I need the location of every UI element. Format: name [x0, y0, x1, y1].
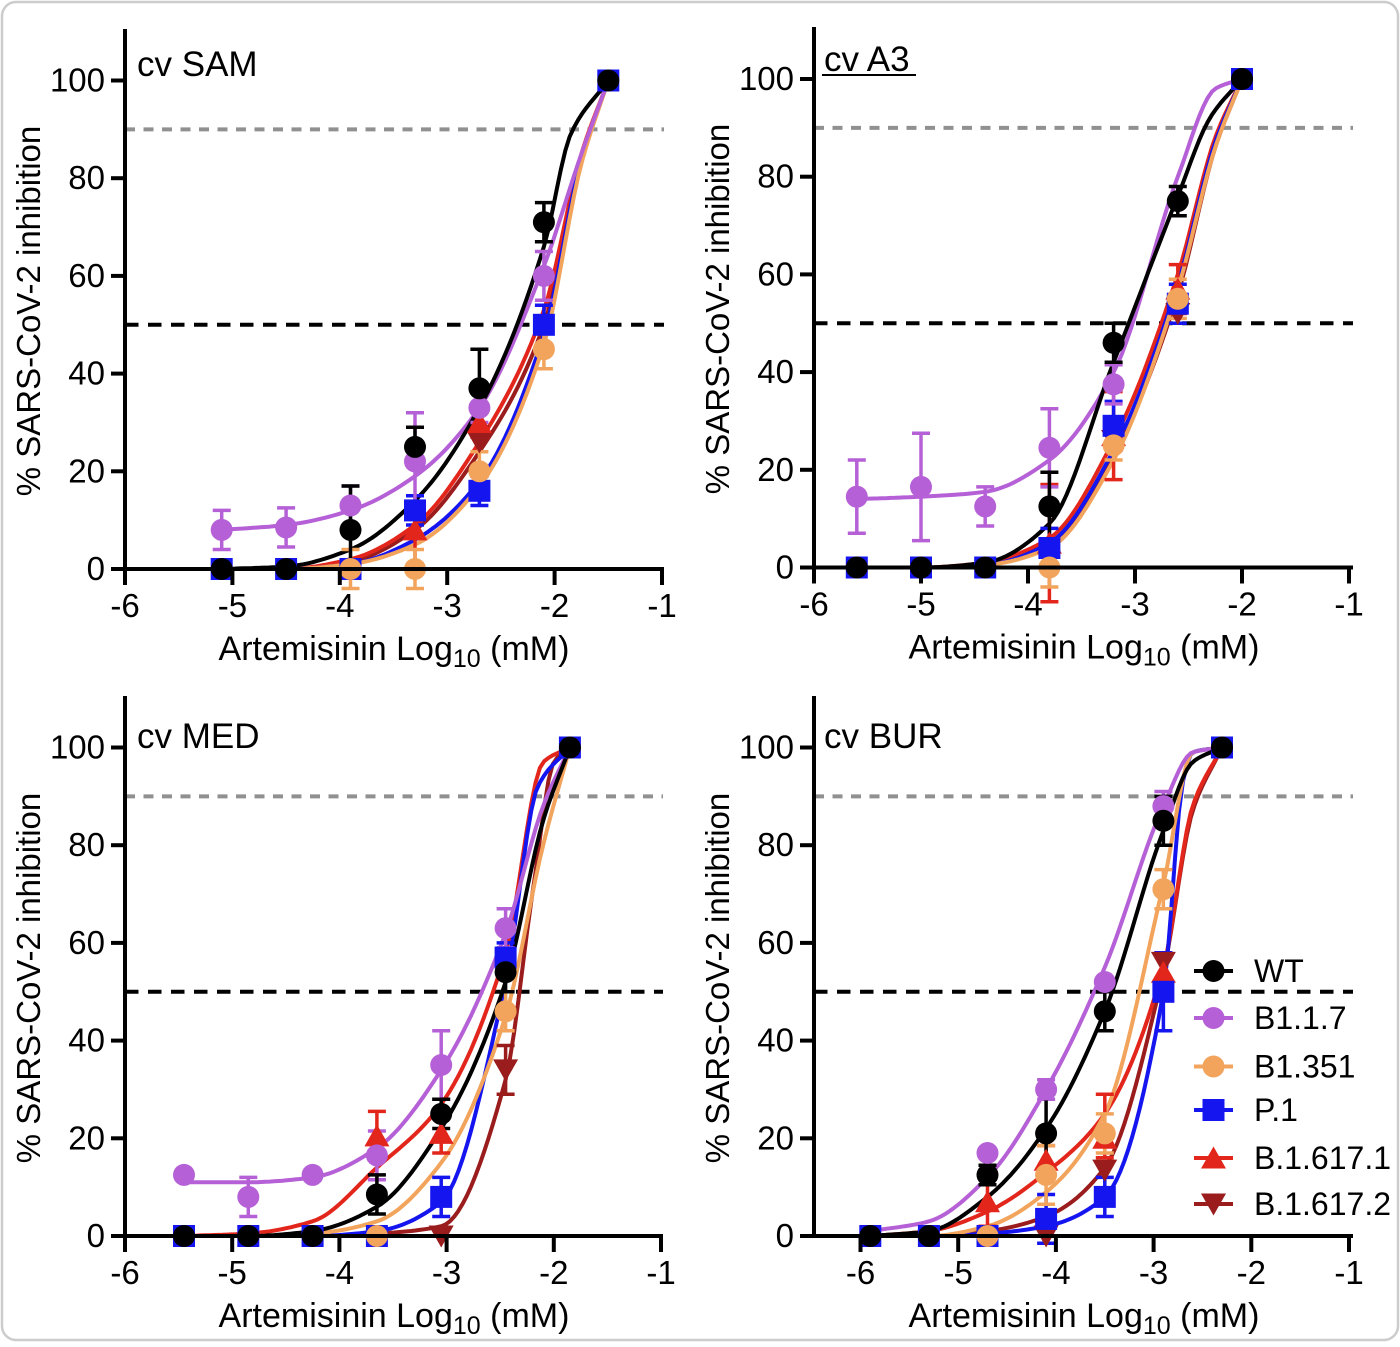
svg-text:-4: -4: [325, 1254, 354, 1291]
svg-text:-6: -6: [110, 1254, 139, 1291]
svg-text:0: 0: [776, 549, 794, 586]
svg-text:40: 40: [757, 353, 794, 390]
svg-text:B.1.617.1: B.1.617.1: [1254, 1140, 1391, 1176]
svg-text:100: 100: [50, 729, 105, 766]
svg-text:40: 40: [68, 1022, 105, 1059]
svg-text:80: 80: [68, 826, 105, 863]
svg-text:-3: -3: [1120, 586, 1149, 623]
svg-text:% SARS-CoV-2 inhibition: % SARS-CoV-2 inhibition: [699, 793, 736, 1164]
svg-text:100: 100: [50, 62, 105, 99]
svg-text:WT: WT: [1254, 953, 1304, 989]
svg-text:Artemisinin Log10 (mM): Artemisinin Log10 (mM): [909, 1297, 1260, 1340]
svg-text:-2: -2: [1237, 1254, 1266, 1291]
svg-text:Artemisinin Log10 (mM): Artemisinin Log10 (mM): [219, 1297, 570, 1340]
svg-text:Artemisinin Log10 (mM): Artemisinin Log10 (mM): [909, 629, 1260, 672]
svg-text:-4: -4: [1013, 586, 1042, 623]
svg-text:cv A3: cv A3: [824, 40, 910, 79]
svg-text:cv BUR: cv BUR: [824, 717, 943, 756]
svg-text:-2: -2: [540, 587, 569, 624]
svg-text:B1.351: B1.351: [1254, 1049, 1355, 1085]
svg-text:40: 40: [68, 355, 105, 392]
svg-text:60: 60: [757, 255, 794, 292]
svg-text:-5: -5: [944, 1254, 973, 1291]
svg-text:100: 100: [739, 729, 794, 766]
svg-text:cv MED: cv MED: [137, 717, 260, 756]
svg-text:-5: -5: [218, 587, 247, 624]
svg-text:-5: -5: [906, 586, 935, 623]
svg-text:Artemisinin Log10 (mM): Artemisinin Log10 (mM): [219, 630, 570, 673]
svg-text:-6: -6: [110, 587, 139, 624]
svg-text:20: 20: [757, 1119, 794, 1156]
svg-text:-6: -6: [799, 586, 828, 623]
svg-text:80: 80: [757, 158, 794, 195]
svg-text:80: 80: [757, 826, 794, 863]
svg-text:% SARS-CoV-2 inhibition: % SARS-CoV-2 inhibition: [10, 793, 47, 1164]
svg-text:-3: -3: [432, 1254, 461, 1291]
svg-text:cv SAM: cv SAM: [137, 45, 258, 84]
svg-text:40: 40: [757, 1022, 794, 1059]
svg-text:60: 60: [757, 924, 794, 961]
svg-text:-1: -1: [647, 587, 676, 624]
svg-text:-2: -2: [1227, 586, 1256, 623]
svg-text:P.1: P.1: [1254, 1092, 1298, 1128]
svg-text:0: 0: [87, 550, 105, 587]
svg-text:-1: -1: [1334, 586, 1363, 623]
svg-text:-3: -3: [433, 587, 462, 624]
svg-text:-1: -1: [646, 1254, 675, 1291]
svg-text:-4: -4: [325, 587, 354, 624]
svg-text:20: 20: [68, 452, 105, 489]
svg-text:B1.1.7: B1.1.7: [1254, 1000, 1347, 1036]
svg-text:-3: -3: [1139, 1254, 1168, 1291]
svg-text:80: 80: [68, 159, 105, 196]
svg-text:B.1.617.2: B.1.617.2: [1254, 1186, 1391, 1222]
svg-text:60: 60: [68, 924, 105, 961]
svg-text:-2: -2: [539, 1254, 568, 1291]
svg-text:0: 0: [776, 1217, 794, 1254]
svg-text:-6: -6: [846, 1254, 875, 1291]
svg-text:% SARS-CoV-2 inhibition: % SARS-CoV-2 inhibition: [699, 124, 736, 495]
svg-text:% SARS-CoV-2 inhibition: % SARS-CoV-2 inhibition: [10, 126, 47, 497]
svg-text:60: 60: [68, 257, 105, 294]
svg-text:0: 0: [87, 1217, 105, 1254]
svg-text:-4: -4: [1041, 1254, 1070, 1291]
svg-text:-1: -1: [1334, 1254, 1363, 1291]
svg-text:20: 20: [757, 451, 794, 488]
svg-text:20: 20: [68, 1119, 105, 1156]
svg-text:-5: -5: [218, 1254, 247, 1291]
svg-text:100: 100: [739, 60, 794, 97]
